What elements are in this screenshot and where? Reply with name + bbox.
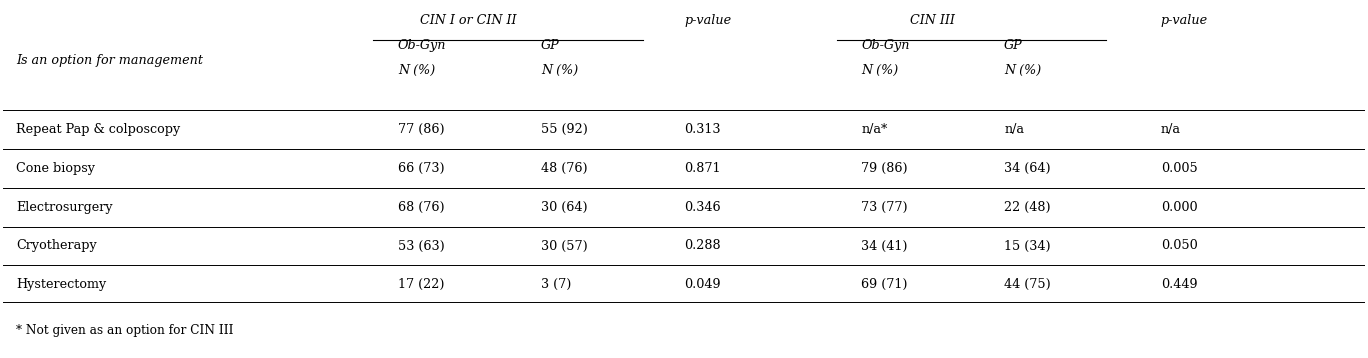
Text: 0.050: 0.050 xyxy=(1161,240,1197,252)
Text: 3 (7): 3 (7) xyxy=(540,278,572,291)
Text: 55 (92): 55 (92) xyxy=(540,123,588,136)
Text: 34 (64): 34 (64) xyxy=(1004,162,1051,175)
Text: p-value: p-value xyxy=(684,14,731,28)
Text: p-value: p-value xyxy=(1161,14,1208,28)
Text: N (%): N (%) xyxy=(860,64,899,77)
Text: 0.288: 0.288 xyxy=(684,240,721,252)
Text: 30 (64): 30 (64) xyxy=(540,201,588,214)
Text: 53 (63): 53 (63) xyxy=(398,240,445,252)
Text: Repeat Pap & colposcopy: Repeat Pap & colposcopy xyxy=(16,123,181,136)
Text: Electrosurgery: Electrosurgery xyxy=(16,201,114,214)
Text: GP: GP xyxy=(540,39,560,52)
Text: Cryotherapy: Cryotherapy xyxy=(16,240,97,252)
Text: 0.049: 0.049 xyxy=(684,278,721,291)
Text: 0.346: 0.346 xyxy=(684,201,721,214)
Text: N (%): N (%) xyxy=(540,64,579,77)
Text: 22 (48): 22 (48) xyxy=(1004,201,1051,214)
Text: 30 (57): 30 (57) xyxy=(540,240,588,252)
Text: 77 (86): 77 (86) xyxy=(398,123,445,136)
Text: 0.000: 0.000 xyxy=(1161,201,1197,214)
Text: n/a: n/a xyxy=(1004,123,1025,136)
Text: n/a*: n/a* xyxy=(860,123,888,136)
Text: 69 (71): 69 (71) xyxy=(860,278,907,291)
Text: N (%): N (%) xyxy=(1004,64,1041,77)
Text: 0.005: 0.005 xyxy=(1161,162,1197,175)
Text: 44 (75): 44 (75) xyxy=(1004,278,1051,291)
Text: * Not given as an option for CIN III: * Not given as an option for CIN III xyxy=(16,324,234,337)
Text: Hysterectomy: Hysterectomy xyxy=(16,278,107,291)
Text: Ob-Gyn: Ob-Gyn xyxy=(398,39,446,52)
Text: Cone biopsy: Cone biopsy xyxy=(16,162,96,175)
Text: 0.449: 0.449 xyxy=(1161,278,1197,291)
Text: Ob-Gyn: Ob-Gyn xyxy=(860,39,910,52)
Text: CIN III: CIN III xyxy=(910,14,955,28)
Text: 68 (76): 68 (76) xyxy=(398,201,445,214)
Text: 17 (22): 17 (22) xyxy=(398,278,445,291)
Text: N (%): N (%) xyxy=(398,64,435,77)
Text: n/a: n/a xyxy=(1161,123,1181,136)
Text: 15 (34): 15 (34) xyxy=(1004,240,1051,252)
Text: 0.871: 0.871 xyxy=(684,162,721,175)
Text: 48 (76): 48 (76) xyxy=(540,162,588,175)
Text: 0.313: 0.313 xyxy=(684,123,721,136)
Text: CIN I or CIN II: CIN I or CIN II xyxy=(420,14,517,28)
Text: Is an option for management: Is an option for management xyxy=(16,54,204,67)
Text: 79 (86): 79 (86) xyxy=(860,162,908,175)
Text: 73 (77): 73 (77) xyxy=(860,201,908,214)
Text: 66 (73): 66 (73) xyxy=(398,162,445,175)
Text: 34 (41): 34 (41) xyxy=(860,240,907,252)
Text: GP: GP xyxy=(1004,39,1023,52)
